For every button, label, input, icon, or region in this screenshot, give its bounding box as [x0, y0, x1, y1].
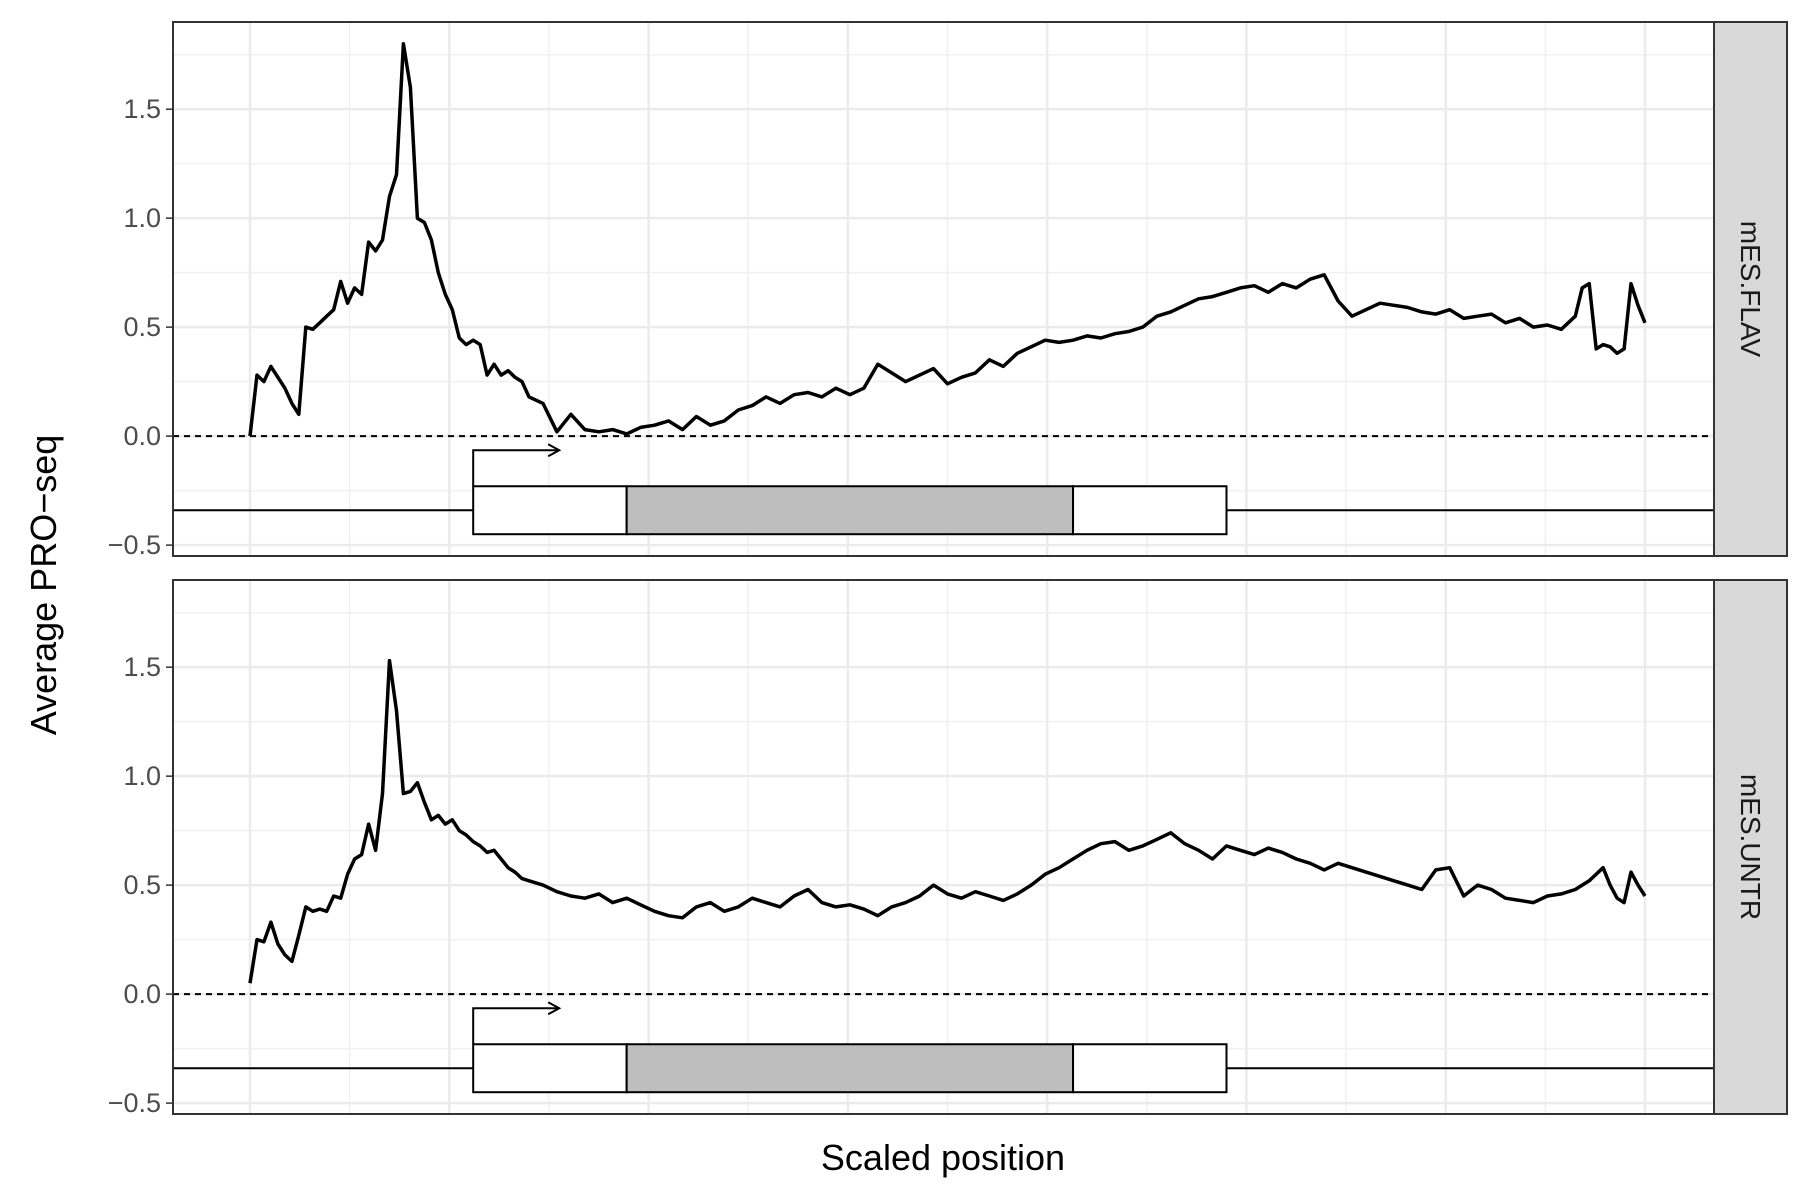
tss-arrow-shaft	[472, 1007, 559, 1045]
panel-background	[173, 22, 1714, 556]
panels-layer: −0.5 0.0 0.5 1.0 1.5 mES.FLAV −0.5 0.0 0.5 1.0 1.5…	[108, 21, 1788, 1118]
gene-utr3-box	[1072, 485, 1228, 536]
y-tick-label: 0.5	[123, 312, 161, 342]
y-tick-label: 0.5	[123, 870, 161, 900]
gene-utr3-box	[1072, 1043, 1228, 1094]
gene-cds-box	[625, 1043, 1075, 1094]
y-tick-label: 0.0	[123, 421, 161, 451]
y-tick-label: 1.0	[123, 761, 161, 791]
gene-utr5-box	[472, 1043, 628, 1094]
tss-arrow-head	[547, 1001, 562, 1016]
y-tick-label: −0.5	[108, 1088, 161, 1118]
gene-cds-box	[625, 485, 1075, 536]
y-tick-label: 1.5	[123, 652, 161, 682]
x-axis-title: Scaled position	[821, 1137, 1065, 1178]
facet-strip-label: mES.UNTR	[1735, 774, 1766, 920]
facet-strip	[1713, 21, 1788, 557]
y-tick-label: 0.0	[123, 979, 161, 1009]
tss-arrow-head	[547, 443, 562, 458]
series-line	[248, 658, 1647, 984]
series-line	[248, 42, 1647, 437]
y-tick-label: 1.0	[123, 203, 161, 233]
facet-strip-label: mES.FLAV	[1735, 221, 1766, 358]
gene-utr5-box	[472, 485, 628, 536]
panel-0: −0.5 0.0 0.5 1.0 1.5 mES.FLAV	[108, 21, 1788, 560]
y-tick-label: 1.5	[123, 94, 161, 124]
y-axis-title: Average PRO−seq	[23, 435, 64, 736]
panel-1: −0.5 0.0 0.5 1.0 1.5 mES.UNTR	[108, 579, 1788, 1118]
facet-strip	[1713, 579, 1788, 1115]
tss-arrow-shaft	[472, 449, 559, 487]
panel-background	[173, 580, 1714, 1114]
y-tick-label: −0.5	[108, 530, 161, 560]
